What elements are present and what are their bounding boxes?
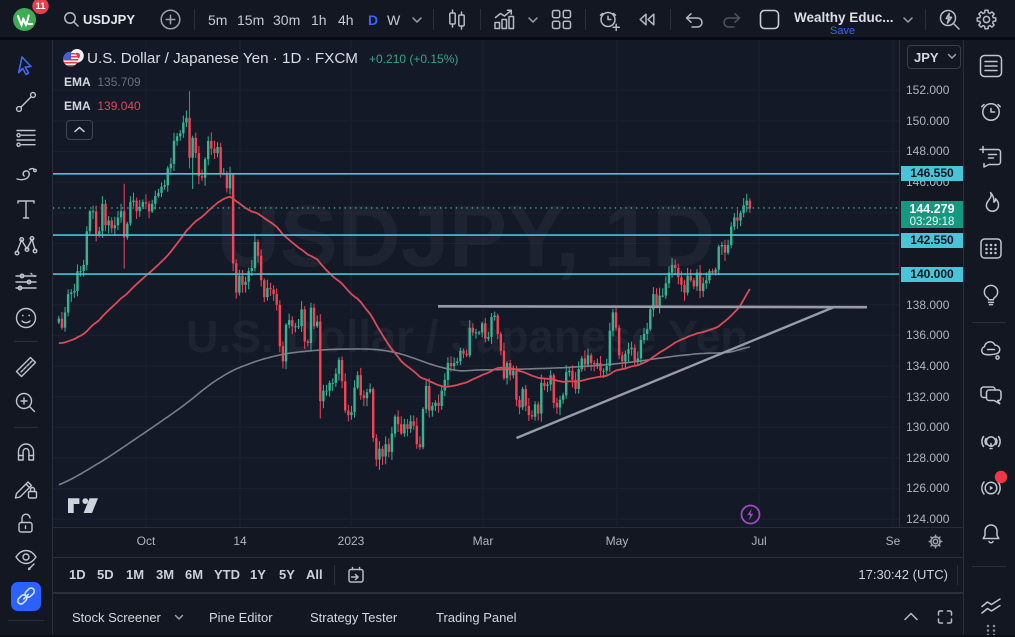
svg-text:11: 11 <box>35 1 46 12</box>
svg-text:USDJPY, 1D: USDJPY, 1D <box>217 188 715 285</box>
